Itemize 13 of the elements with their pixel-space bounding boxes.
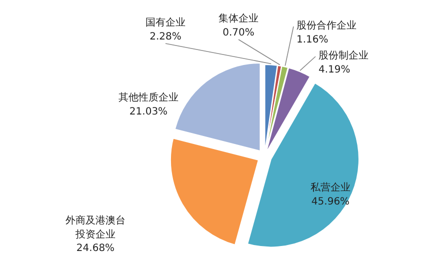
data-label: 24.68%	[76, 243, 115, 254]
slice-label: 国有企业	[146, 16, 186, 28]
data-label: 2.28%	[150, 31, 182, 42]
slice-label: 集体企业	[218, 12, 258, 24]
data-label: 21.03%	[129, 106, 168, 118]
data-label: 0.70%	[222, 27, 254, 38]
slice-label: 其他性质企业	[118, 92, 178, 104]
slice-label: 股份合作企业	[296, 20, 356, 32]
data-label: 1.16%	[296, 34, 328, 46]
slice-label: 外商及港澳台投资企业	[66, 214, 126, 240]
slice-label: 私营企业	[310, 182, 350, 194]
data-label: 4.19%	[318, 64, 350, 76]
slice-label: 股份制企业	[318, 50, 368, 62]
